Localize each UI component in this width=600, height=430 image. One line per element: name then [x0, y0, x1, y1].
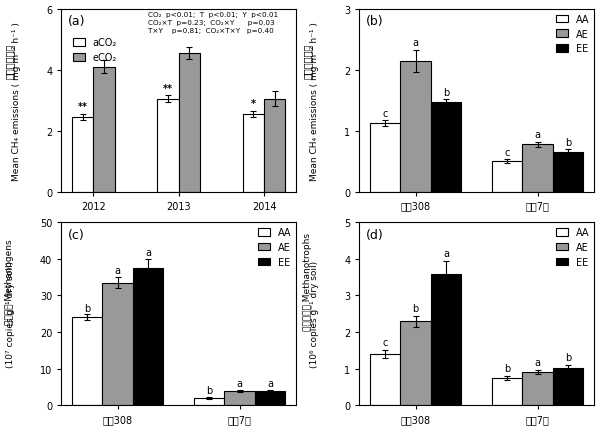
- Bar: [72, 318, 103, 405]
- Bar: [243, 115, 264, 192]
- Text: b: b: [206, 385, 212, 395]
- Y-axis label: (10⁷ copies g⁻¹ dry soil): (10⁷ copies g⁻¹ dry soil): [6, 261, 15, 368]
- Text: b: b: [504, 363, 511, 373]
- Text: b: b: [565, 352, 571, 362]
- Bar: [255, 390, 286, 405]
- Text: **: **: [77, 102, 88, 112]
- Bar: [224, 391, 255, 405]
- Text: b: b: [443, 87, 449, 97]
- Bar: [523, 145, 553, 192]
- Bar: [370, 124, 400, 192]
- Text: a: a: [535, 130, 541, 140]
- Bar: [431, 103, 461, 192]
- Text: a: a: [145, 248, 151, 258]
- Bar: [492, 378, 523, 405]
- Text: *: *: [251, 99, 256, 109]
- Text: **: **: [163, 83, 173, 93]
- Bar: [400, 61, 431, 192]
- Text: c: c: [505, 147, 510, 157]
- Text: (a): (a): [68, 15, 86, 28]
- Bar: [157, 99, 179, 192]
- Text: b: b: [413, 303, 419, 313]
- Y-axis label: Mean CH₄ emissions ( mg m⁻² h⁻¹ ): Mean CH₄ emissions ( mg m⁻² h⁻¹ ): [12, 22, 21, 180]
- Bar: [431, 274, 461, 405]
- Bar: [370, 354, 400, 405]
- Text: b: b: [84, 303, 90, 313]
- Text: 甲烷氧化菌 Methanotrophs: 甲烷氧化菌 Methanotrophs: [303, 232, 312, 330]
- Bar: [400, 321, 431, 405]
- Bar: [72, 118, 93, 192]
- Text: a: a: [236, 378, 242, 388]
- Bar: [93, 68, 115, 192]
- Text: (d): (d): [367, 228, 384, 241]
- Bar: [492, 162, 523, 192]
- Text: a: a: [115, 266, 121, 276]
- Bar: [264, 99, 286, 192]
- Bar: [553, 368, 583, 405]
- Text: a: a: [413, 38, 419, 48]
- Bar: [194, 398, 224, 405]
- Text: 平均甲烷排放: 平均甲烷排放: [302, 43, 313, 78]
- Text: a: a: [267, 378, 273, 388]
- Text: 产甚菌属 Methanogens: 产甚菌属 Methanogens: [5, 239, 14, 324]
- Legend: AA, AE, EE: AA, AE, EE: [556, 228, 589, 267]
- Text: c: c: [383, 109, 388, 119]
- Bar: [523, 372, 553, 405]
- Text: 平均甲烷排放: 平均甲烷排放: [5, 43, 14, 78]
- Y-axis label: Mean CH₄ emissions ( mg m⁻² h⁻¹ ): Mean CH₄ emissions ( mg m⁻² h⁻¹ ): [310, 22, 319, 180]
- Text: a: a: [443, 248, 449, 258]
- Legend: AA, AE, EE: AA, AE, EE: [259, 228, 291, 267]
- Text: (c): (c): [68, 228, 85, 241]
- Bar: [103, 283, 133, 405]
- Text: (b): (b): [367, 15, 384, 28]
- Bar: [133, 268, 163, 405]
- Y-axis label: (10⁶ copies g⁻¹ dry soil): (10⁶ copies g⁻¹ dry soil): [310, 261, 319, 368]
- Text: a: a: [535, 358, 541, 368]
- Text: CO₂  p<0.01;  T  p<0.01;  Y  p<0.01
CO₂×T  p=0.23;  CO₂×Y      p=0.03
T×Y    p=0: CO₂ p<0.01; T p<0.01; Y p<0.01 CO₂×T p=0…: [148, 12, 278, 34]
- Legend: AA, AE, EE: AA, AE, EE: [556, 15, 589, 54]
- Bar: [179, 54, 200, 192]
- Legend: aCO₂, eCO₂: aCO₂, eCO₂: [73, 38, 117, 63]
- Text: b: b: [565, 137, 571, 147]
- Text: c: c: [383, 338, 388, 347]
- Bar: [553, 153, 583, 192]
